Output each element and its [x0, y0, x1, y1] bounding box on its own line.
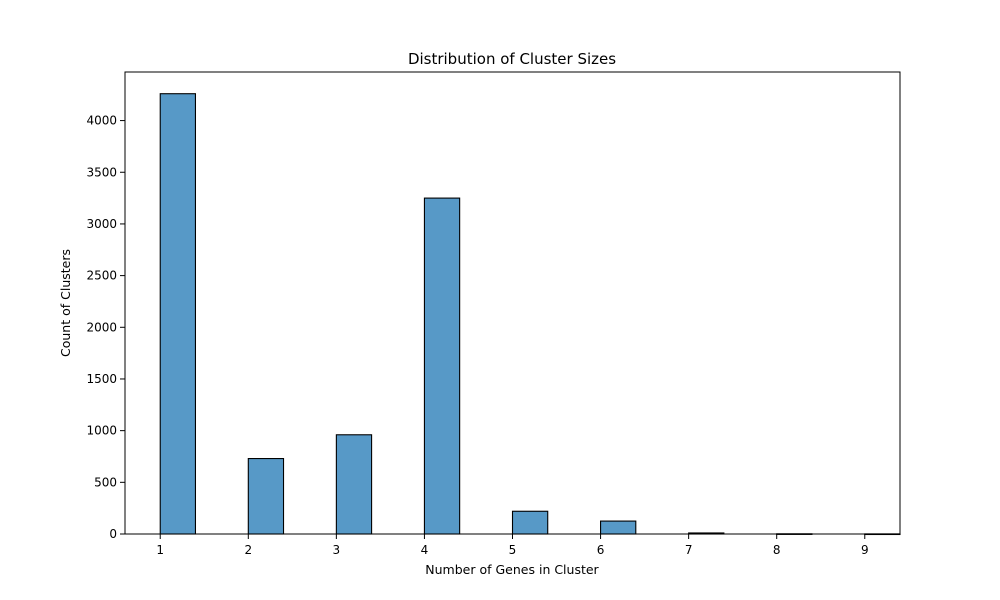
x-tick-label-5: 5: [509, 543, 517, 557]
bar-2: [247, 458, 285, 535]
x-tick-label-1: 1: [156, 543, 164, 557]
bar-3: [335, 434, 373, 535]
y-tick-label-1500: 1500: [86, 372, 117, 386]
x-tick-label-9: 9: [861, 543, 869, 557]
bar-6: [600, 520, 637, 535]
bars-group: [159, 93, 901, 536]
y-tick-label-1000: 1000: [86, 424, 117, 438]
x-tick-label-2: 2: [244, 543, 252, 557]
x-tick-label-8: 8: [773, 543, 781, 557]
y-tick-label-3500: 3500: [86, 165, 117, 179]
y-tick-label-4000: 4000: [86, 114, 117, 128]
x-axis-label: Number of Genes in Cluster: [425, 562, 599, 577]
y-tick-label-0: 0: [109, 527, 117, 541]
y-tick-label-500: 500: [94, 475, 117, 489]
x-tick-label-4: 4: [421, 543, 429, 557]
x-tick-label-6: 6: [597, 543, 605, 557]
bar-5: [511, 510, 549, 535]
x-axis-ticks: 1 2 3 4 5 6 7 8 9: [156, 534, 869, 557]
y-tick-label-3000: 3000: [86, 217, 117, 231]
chart-title: Distribution of Cluster Sizes: [408, 50, 616, 68]
x-tick-label-3: 3: [333, 543, 341, 557]
y-axis-ticks: 0 500 1000 1500 2000 2500 3000 3500 4000: [86, 114, 125, 541]
plot-frame: [124, 71, 901, 535]
bar-4: [423, 197, 461, 535]
y-tick-label-2500: 2500: [86, 269, 117, 283]
x-tick-label-7: 7: [685, 543, 693, 557]
y-axis-label: Count of Clusters: [58, 249, 73, 357]
bar-1: [159, 93, 197, 535]
y-tick-label-2000: 2000: [86, 320, 117, 334]
